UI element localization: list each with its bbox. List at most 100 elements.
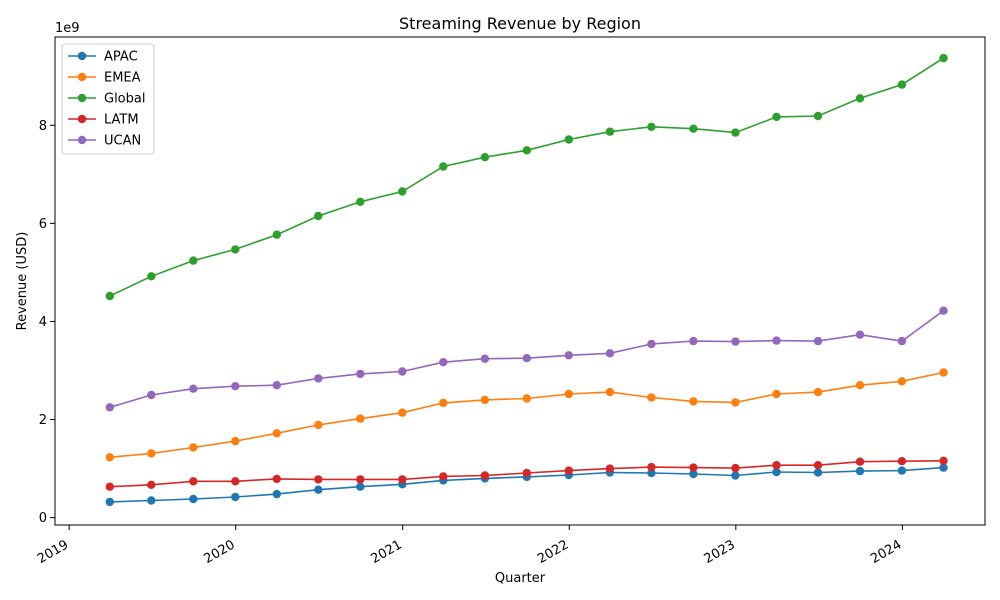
data-point — [564, 389, 573, 399]
series-ucan — [105, 306, 948, 412]
data-point — [939, 306, 948, 315]
data-point — [897, 457, 907, 466]
data-point — [813, 461, 823, 470]
data-point — [855, 330, 865, 339]
data-point — [147, 272, 156, 281]
legend-swatch-marker — [77, 72, 87, 82]
legend-label: LATM — [104, 113, 139, 128]
x-axis-ticks: 2019 2020 2021 2022 2023 2024 — [35, 525, 904, 567]
data-point — [189, 477, 198, 486]
data-point — [939, 53, 948, 63]
series-global — [105, 53, 948, 301]
x-tick-label: 2021 — [369, 537, 405, 567]
legend-label: EMEA — [104, 71, 141, 86]
series-latm — [105, 456, 948, 491]
data-point — [314, 374, 323, 383]
data-point — [189, 443, 198, 452]
data-point — [314, 485, 323, 494]
data-point — [772, 389, 781, 399]
data-point — [105, 453, 115, 462]
legend-item-latm: LATM — [68, 113, 139, 128]
chart-title: Streaming Revenue by Region — [399, 14, 641, 33]
data-point — [272, 230, 281, 239]
legend-box — [61, 43, 155, 155]
data-point — [855, 381, 865, 390]
data-point — [647, 339, 656, 349]
data-point — [522, 146, 531, 155]
y-tick-label: 4 — [39, 315, 47, 330]
data-point — [439, 398, 448, 408]
data-point — [398, 408, 407, 417]
data-point — [731, 398, 740, 407]
data-point — [522, 354, 531, 363]
data-point — [189, 384, 198, 393]
data-point — [855, 94, 865, 103]
y-tick-label: 6 — [39, 217, 47, 232]
data-point — [647, 462, 656, 472]
data-point — [356, 369, 365, 379]
data-point — [522, 394, 531, 403]
series-emea — [105, 368, 948, 462]
data-point — [605, 387, 615, 397]
data-point — [605, 464, 615, 473]
data-point — [772, 461, 781, 470]
legend-label: UCAN — [104, 134, 141, 149]
data-point — [480, 354, 490, 363]
data-point — [480, 153, 490, 162]
data-point — [564, 466, 573, 475]
data-point — [939, 463, 948, 472]
legend-item-emea: EMEA — [68, 71, 141, 86]
data-point — [231, 382, 240, 391]
data-point — [356, 475, 365, 484]
data-point — [813, 387, 823, 397]
data-point — [356, 482, 365, 491]
legend-item-ucan: UCAN — [68, 134, 141, 149]
data-point — [314, 420, 323, 430]
data-point — [147, 390, 156, 400]
x-tick-label: 2019 — [35, 537, 71, 567]
legend-swatch-marker — [77, 114, 87, 124]
series-group — [105, 53, 948, 507]
data-point — [772, 336, 781, 345]
data-point — [439, 358, 448, 367]
data-point — [231, 245, 240, 254]
data-point — [605, 349, 615, 358]
data-point — [855, 457, 865, 466]
legend-swatch-marker — [77, 51, 87, 61]
data-point — [689, 397, 698, 406]
data-point — [813, 111, 823, 121]
data-point — [105, 403, 115, 412]
data-point — [772, 112, 781, 122]
x-tick-label: 2022 — [535, 537, 571, 567]
data-point — [731, 128, 740, 137]
data-point — [647, 468, 656, 478]
data-point — [897, 466, 907, 475]
data-point — [689, 124, 698, 133]
data-point — [605, 127, 615, 136]
plot-frame — [54, 36, 986, 526]
data-point — [564, 351, 573, 360]
data-point — [439, 472, 448, 481]
x-tick-label: 2020 — [202, 537, 238, 567]
data-point — [398, 367, 407, 376]
legend-item-global: Global — [68, 92, 145, 107]
data-point — [398, 187, 407, 196]
data-point — [314, 211, 323, 221]
data-point — [689, 469, 698, 479]
y-tick-label: 2 — [39, 413, 47, 428]
data-point — [189, 256, 198, 265]
data-point — [356, 414, 365, 423]
data-point — [147, 480, 156, 489]
data-point — [272, 429, 281, 438]
data-point — [231, 436, 240, 446]
series-line-global — [109, 57, 944, 297]
data-point — [731, 471, 740, 480]
x-tick-label: 2023 — [702, 537, 738, 567]
legend-label: APAC — [104, 50, 138, 65]
data-point — [731, 337, 740, 346]
data-point — [855, 466, 865, 476]
data-point — [689, 463, 698, 472]
data-point — [772, 467, 781, 477]
y-tick-label: 8 — [39, 119, 47, 134]
